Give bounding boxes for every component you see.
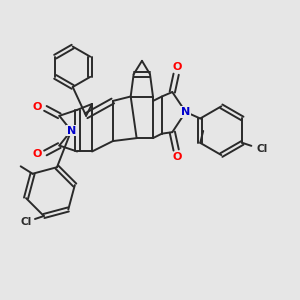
Text: O: O (173, 152, 182, 162)
Text: N: N (181, 107, 190, 117)
Text: Cl: Cl (20, 217, 32, 227)
Text: N: N (67, 126, 76, 136)
Text: O: O (32, 149, 42, 160)
Text: O: O (32, 102, 42, 112)
Text: Cl: Cl (256, 144, 267, 154)
Text: O: O (173, 62, 182, 72)
